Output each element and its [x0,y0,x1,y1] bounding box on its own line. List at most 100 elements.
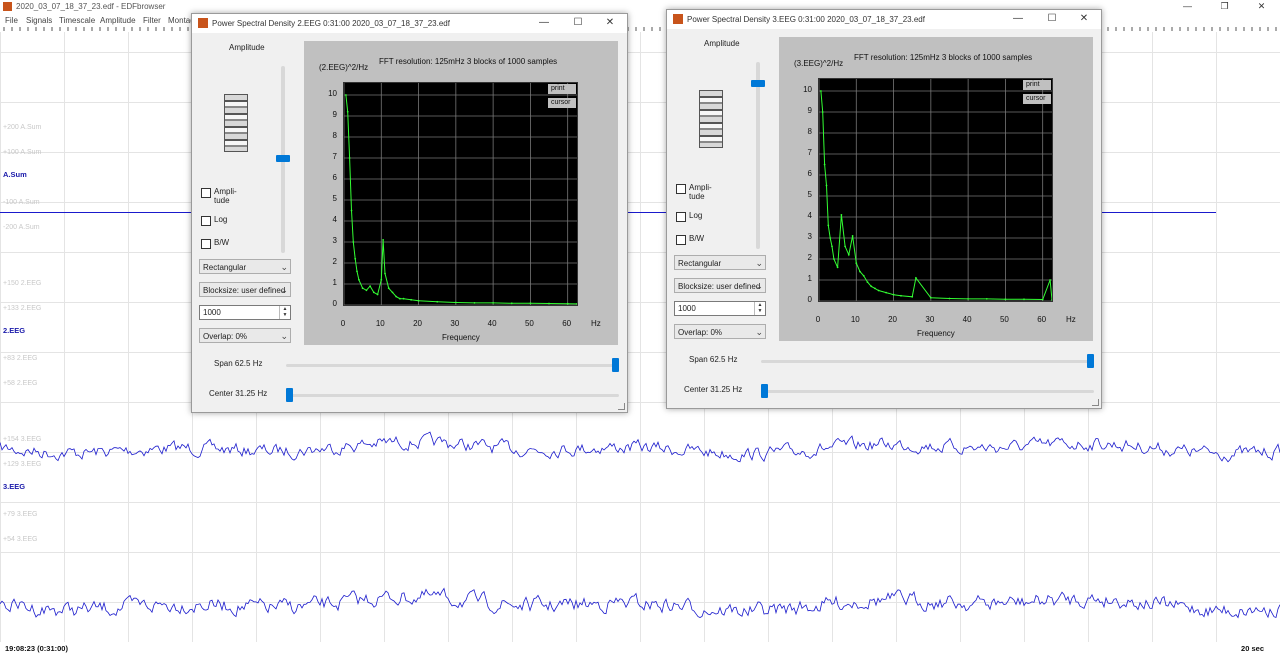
amplitude-slider-thumb[interactable] [276,155,290,162]
psd-data-point [529,302,532,305]
checkbox-box[interactable] [676,235,686,245]
blocksize-spinbox[interactable]: 1000 ▲ ▼ [199,305,291,320]
blocksize-select[interactable]: Blocksize: user defined ⌄ [199,282,291,297]
log-checkbox[interactable]: Log [201,215,227,226]
x-tick-label: 40 [487,319,497,328]
psd-data-point [820,90,822,92]
x-tick-label: 60 [562,319,572,328]
spin-arrows-icon[interactable]: ▲ ▼ [754,302,765,315]
checkbox-box[interactable] [201,188,211,198]
amplitude-checkbox[interactable]: Ampli- tude [201,187,240,205]
menu-signals[interactable]: Signals [26,16,53,25]
menu-filter[interactable]: Filter [143,16,161,25]
center-slider-track[interactable] [286,394,619,397]
scale-label: +79 3.EEG [3,511,38,518]
close-icon[interactable]: ✕ [1079,13,1089,24]
psd-data-point [821,111,824,113]
psd-data-point [348,157,351,159]
bw-checkbox[interactable]: B/W [676,234,704,245]
psd-data-point [866,281,869,283]
psd-data-point [892,293,895,296]
cursor-button[interactable]: cursor [548,98,576,108]
span-slider-thumb[interactable] [1087,354,1094,368]
resize-grip-icon[interactable] [618,403,625,410]
chevron-down-icon: ⌄ [280,285,288,295]
psd-data-point [827,224,830,227]
close-icon[interactable]: ✕ [1257,1,1266,11]
psd-plot-panel: FFT resolution: 125mHz 3 blocks of 1000 … [304,41,618,345]
maximize-icon[interactable]: ☐ [1047,13,1057,24]
psd-data-point [836,266,839,269]
psd-window-3eeg: Power Spectral Density 3.EEG 0:31:00 202… [666,9,1102,409]
span-slider-thumb[interactable] [612,358,619,372]
psd-data-point [900,294,902,297]
psd-plot-panel: FFT resolution: 125mHz 3 blocks of 1000 … [779,37,1093,341]
checkbox-box[interactable] [201,239,211,249]
edfbrowser-app-icon [3,2,12,11]
window-function-select[interactable]: Rectangular ⌄ [674,255,766,270]
psd-data-point [829,237,832,239]
minimize-icon[interactable]: — [1183,1,1192,11]
psd-data-point [862,274,865,277]
span-slider-track[interactable] [761,360,1094,363]
chevron-down-icon: ⌄ [280,262,288,272]
psd-data-point [1051,299,1053,301]
menu-montage[interactable]: Montage [168,16,200,25]
y-axis-label: (2.EEG)^2/Hz [319,63,369,72]
checkbox-box[interactable] [676,212,686,222]
minimize-icon[interactable]: — [1013,13,1023,24]
restore-icon[interactable]: ❐ [1220,1,1229,11]
span-slider-track[interactable] [286,364,619,367]
psd-data-point [855,262,858,265]
amplitude-slider-track[interactable] [756,62,760,249]
psd-data-point [369,285,371,287]
print-button[interactable]: print [1023,80,1051,90]
y-tick-label: 8 [807,127,812,136]
psd-titlebar[interactable]: Power Spectral Density 3.EEG 0:31:00 202… [667,10,1101,29]
blocksize-select[interactable]: Blocksize: user defined ⌄ [674,278,766,293]
log-checkbox[interactable]: Log [676,211,702,222]
resize-grip-icon[interactable] [1092,399,1099,406]
scale-label: +129 3.EEG [3,461,42,468]
overlap-select[interactable]: Overlap: 0% ⌄ [674,324,766,339]
psd-data-point [1049,279,1051,281]
close-icon[interactable]: ✕ [605,17,615,28]
print-button[interactable]: print [548,84,576,94]
psd-data-point [402,297,405,300]
amplitude-slider-thumb[interactable] [751,80,765,87]
y-tick-label: 9 [332,110,337,119]
psd-plot-area[interactable]: print cursor [343,82,578,306]
cursor-button[interactable]: cursor [1023,94,1051,104]
signal-label-3eeg[interactable]: 3.EEG [3,482,26,491]
fft-info: FFT resolution: 125mHz 3 blocks of 1000 … [379,57,558,66]
checkbox-box[interactable] [201,216,211,226]
menu-bar: File Signals Timescale Amplitude Filter … [0,14,1280,26]
psd-data-point [840,214,843,216]
minimize-icon[interactable]: — [539,17,549,28]
signal-label-2eeg[interactable]: 2.EEG [3,326,26,335]
center-slider-thumb[interactable] [286,388,293,402]
psd-series-line [820,90,1053,301]
checkbox-box[interactable] [676,184,686,194]
psd-plot-area[interactable]: print cursor [818,78,1053,302]
psd-data-point [844,245,846,248]
center-slider-track[interactable] [761,390,1094,393]
blocksize-spinbox[interactable]: 1000 ▲ ▼ [674,301,766,316]
amplitude-checkbox[interactable]: Ampli- tude [676,183,715,201]
overlap-select[interactable]: Overlap: 0% ⌄ [199,328,291,343]
chevron-down-icon: ⌄ [755,327,763,337]
bw-checkbox[interactable]: B/W [201,238,229,249]
scale-label: +133 2.EEG [3,305,42,312]
spin-arrows-icon[interactable]: ▲ ▼ [279,306,290,319]
menu-file[interactable]: File [5,16,18,25]
menu-amplitude[interactable]: Amplitude [100,16,136,25]
maximize-icon[interactable]: ☐ [573,17,583,28]
menu-timescale[interactable]: Timescale [59,16,96,25]
signal-label-asum[interactable]: A.Sum [3,170,27,179]
psd-data-point [911,295,914,298]
center-slider-thumb[interactable] [761,384,768,398]
window-function-select[interactable]: Rectangular ⌄ [199,259,291,274]
x-tick-label: 40 [962,315,972,324]
psd-titlebar[interactable]: Power Spectral Density 2.EEG 0:31:00 202… [192,14,627,33]
y-tick-label: 7 [332,152,337,161]
